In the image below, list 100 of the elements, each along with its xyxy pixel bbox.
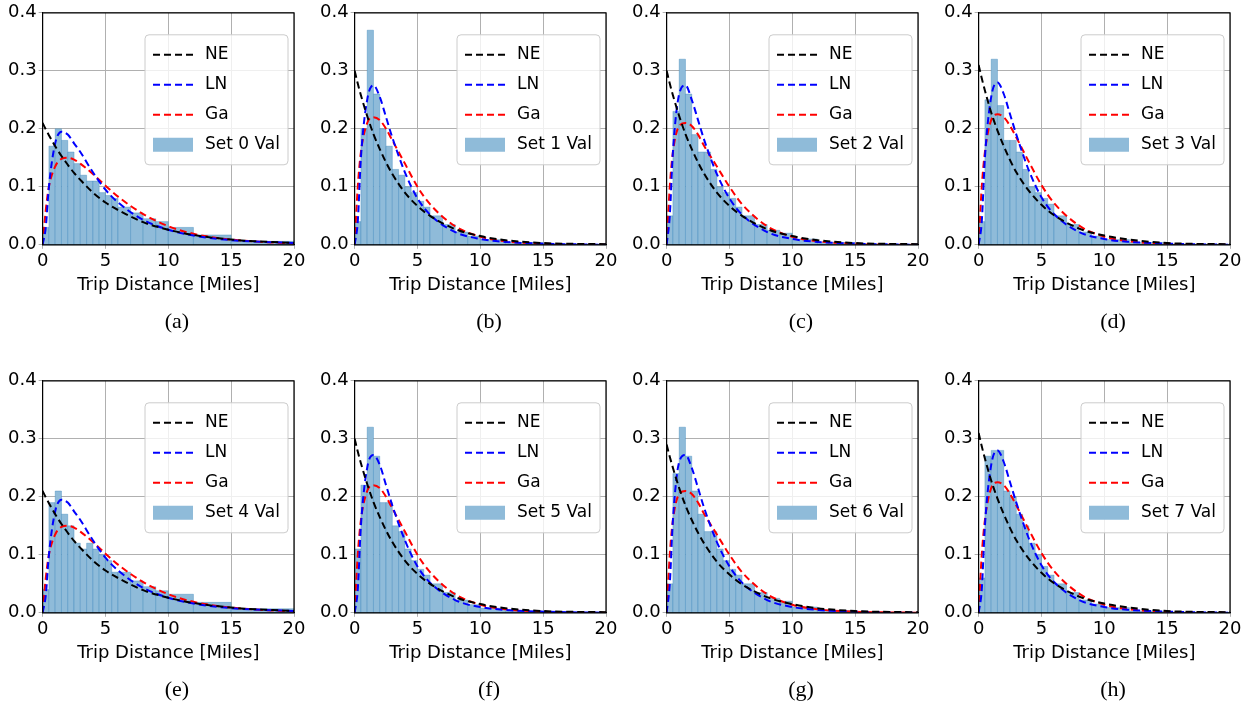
text: (h)	[1099, 676, 1127, 702]
y-tick-label: 0.2	[319, 484, 349, 506]
y-tick-label: 0.2	[631, 116, 661, 138]
text: (e)	[163, 676, 191, 702]
y-tick-label: 0.4	[319, 368, 349, 390]
legend-label: NE	[205, 411, 229, 432]
legend-label: Set 6 Val	[829, 501, 905, 522]
y-tick-label: 0.2	[943, 116, 973, 138]
x-tick-label: 10	[156, 249, 180, 271]
x-tick-label: 15	[1155, 617, 1179, 639]
x-tick-label: 5	[1035, 249, 1048, 271]
y-tick-label: 0.0	[7, 232, 37, 254]
x-tick-label: 5	[411, 617, 424, 639]
y-tick-label: 0.0	[631, 600, 661, 622]
y-tick-label: 0.4	[943, 368, 973, 390]
y-tick-label: 0.4	[631, 0, 661, 22]
y-tick-label: 0.4	[943, 0, 973, 22]
y-tick-label: 0.0	[7, 600, 37, 622]
legend-label: Ga	[517, 103, 541, 124]
x-tick-label: 10	[1092, 617, 1116, 639]
x-axis-title: Trip Distance [Miles]	[388, 640, 572, 662]
legend-label: Ga	[205, 471, 229, 492]
y-tick-label: 0.0	[943, 232, 973, 254]
y-tick-label: 0.1	[943, 542, 973, 564]
y-tick-label: 0.0	[319, 232, 349, 254]
x-tick-label: 0	[660, 249, 673, 271]
x-tick-label: 0	[972, 617, 985, 639]
legend-label: NE	[829, 43, 853, 64]
y-tick-label: 0.1	[943, 174, 973, 196]
y-tick-label: 0.1	[319, 174, 349, 196]
x-tick-label: 5	[99, 617, 112, 639]
x-tick-label: 15	[1155, 249, 1179, 271]
y-tick-label: 0.4	[319, 0, 349, 22]
x-tick-label: 0	[36, 249, 49, 271]
x-tick-label: 20	[906, 617, 930, 639]
x-axis-title: Trip Distance [Miles]	[1012, 272, 1196, 294]
x-tick-label: 0	[36, 617, 49, 639]
x-tick-label: 20	[1218, 249, 1242, 271]
legend-label: NE	[205, 43, 229, 64]
legend-label: NE	[517, 411, 541, 432]
y-tick-label: 0.1	[631, 174, 661, 196]
legend-label: LN	[829, 73, 852, 94]
legend-label: LN	[205, 73, 228, 94]
x-axis-title: Trip Distance [Miles]	[700, 640, 884, 662]
y-tick-label: 0.2	[631, 484, 661, 506]
x-axis-title: Trip Distance [Miles]	[76, 640, 260, 662]
x-axis-title: Trip Distance [Miles]	[76, 272, 260, 294]
y-tick-label: 0.0	[319, 600, 349, 622]
y-tick-label: 0.2	[7, 116, 37, 138]
x-tick-label: 10	[780, 249, 804, 271]
y-tick-label: 0.3	[7, 426, 37, 448]
legend-label: Ga	[517, 471, 541, 492]
x-axis-title: Trip Distance [Miles]	[388, 272, 572, 294]
legend-label: Ga	[829, 103, 853, 124]
x-tick-label: 15	[531, 249, 555, 271]
legend-label: NE	[1141, 411, 1165, 432]
legend-label: Set 0 Val	[205, 133, 281, 154]
y-tick-label: 0.0	[631, 232, 661, 254]
legend-label: NE	[829, 411, 853, 432]
x-tick-label: 10	[780, 617, 804, 639]
x-tick-label: 0	[660, 617, 673, 639]
x-tick-label: 5	[99, 249, 112, 271]
y-tick-label: 0.3	[943, 426, 973, 448]
x-tick-label: 10	[468, 249, 492, 271]
legend-label: Set 3 Val	[1141, 133, 1217, 154]
y-tick-label: 0.2	[319, 116, 349, 138]
x-tick-label: 20	[1218, 617, 1242, 639]
y-tick-label: 0.3	[319, 426, 349, 448]
legend-label: LN	[1141, 441, 1164, 462]
x-tick-label: 10	[1092, 249, 1116, 271]
legend-label: Set 1 Val	[517, 133, 593, 154]
y-tick-label: 0.3	[7, 58, 37, 80]
x-tick-label: 20	[594, 249, 618, 271]
y-tick-label: 0.4	[7, 0, 37, 22]
x-tick-label: 5	[723, 249, 736, 271]
y-tick-label: 0.2	[7, 484, 37, 506]
y-tick-label: 0.1	[7, 174, 37, 196]
x-tick-label: 5	[723, 617, 736, 639]
y-tick-label: 0.3	[319, 58, 349, 80]
text: (f)	[477, 676, 501, 702]
legend-label: Ga	[829, 471, 853, 492]
x-tick-label: 15	[219, 249, 243, 271]
y-tick-label: 0.1	[631, 542, 661, 564]
y-tick-label: 0.3	[943, 58, 973, 80]
y-tick-label: 0.4	[7, 368, 37, 390]
legend-label: Ga	[1141, 103, 1165, 124]
legend-label: LN	[829, 441, 852, 462]
y-tick-label: 0.4	[631, 368, 661, 390]
legend-label: Set 2 Val	[829, 133, 905, 154]
x-tick-label: 10	[156, 617, 180, 639]
x-tick-label: 5	[411, 249, 424, 271]
text: (d)	[1099, 308, 1127, 334]
text: (g)	[787, 676, 815, 702]
legend-label: Ga	[205, 103, 229, 124]
x-tick-label: 20	[282, 617, 306, 639]
x-tick-label: 10	[468, 617, 492, 639]
y-tick-label: 0.3	[631, 426, 661, 448]
legend-label: Set 5 Val	[517, 501, 593, 522]
x-tick-label: 0	[972, 249, 985, 271]
x-tick-label: 15	[531, 617, 555, 639]
